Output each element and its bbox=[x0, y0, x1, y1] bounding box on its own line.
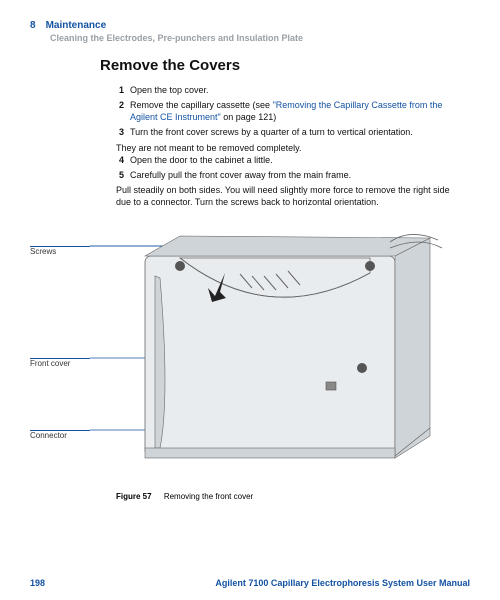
step-3: 3 Turn the front cover screws by a quart… bbox=[116, 126, 466, 138]
page-footer: 198 Agilent 7100 Capillary Electrophores… bbox=[30, 578, 470, 588]
figure-caption: Figure 57 Removing the front cover bbox=[116, 492, 470, 501]
step-text: Carefully pull the front cover away from… bbox=[130, 169, 466, 181]
step-5-sub: Pull steadily on both sides. You will ne… bbox=[116, 184, 466, 208]
figure-label: Figure 57 bbox=[116, 492, 152, 501]
step-number: 5 bbox=[116, 169, 124, 181]
step-2: 2 Remove the capillary cassette (see "Re… bbox=[116, 99, 466, 123]
figure-text: Removing the front cover bbox=[164, 492, 253, 501]
step-number: 4 bbox=[116, 154, 124, 166]
step-number: 2 bbox=[116, 99, 124, 123]
step-text-b: on page 121) bbox=[221, 112, 277, 122]
step-4: 4 Open the door to the cabinet a little. bbox=[116, 154, 466, 166]
device-illustration bbox=[30, 218, 470, 488]
step-number: 3 bbox=[116, 126, 124, 138]
chapter-number: 8 bbox=[30, 20, 36, 31]
steps-list: 1 Open the top cover. 2 Remove the capil… bbox=[116, 84, 466, 208]
step-text: Open the door to the cabinet a little. bbox=[130, 154, 466, 166]
step-3-sub: They are not meant to be removed complet… bbox=[116, 142, 466, 154]
chapter-header: 8 Maintenance bbox=[30, 20, 470, 31]
figure-wrap: Screws Front cover Connector bbox=[30, 218, 470, 488]
step-text: Remove the capillary cassette (see "Remo… bbox=[130, 99, 466, 123]
page-number: 198 bbox=[30, 578, 45, 588]
step-text: Turn the front cover screws by a quarter… bbox=[130, 126, 466, 138]
page-heading: Remove the Covers bbox=[100, 57, 470, 74]
step-text-a: Remove the capillary cassette (see bbox=[130, 100, 273, 110]
step-text: Open the top cover. bbox=[130, 84, 466, 96]
step-number: 1 bbox=[116, 84, 124, 96]
section-subtitle: Cleaning the Electrodes, Pre-punchers an… bbox=[50, 33, 470, 43]
chapter-title: Maintenance bbox=[46, 20, 107, 31]
manual-title: Agilent 7100 Capillary Electrophoresis S… bbox=[215, 578, 470, 588]
step-5: 5 Carefully pull the front cover away fr… bbox=[116, 169, 466, 181]
step-1: 1 Open the top cover. bbox=[116, 84, 466, 96]
